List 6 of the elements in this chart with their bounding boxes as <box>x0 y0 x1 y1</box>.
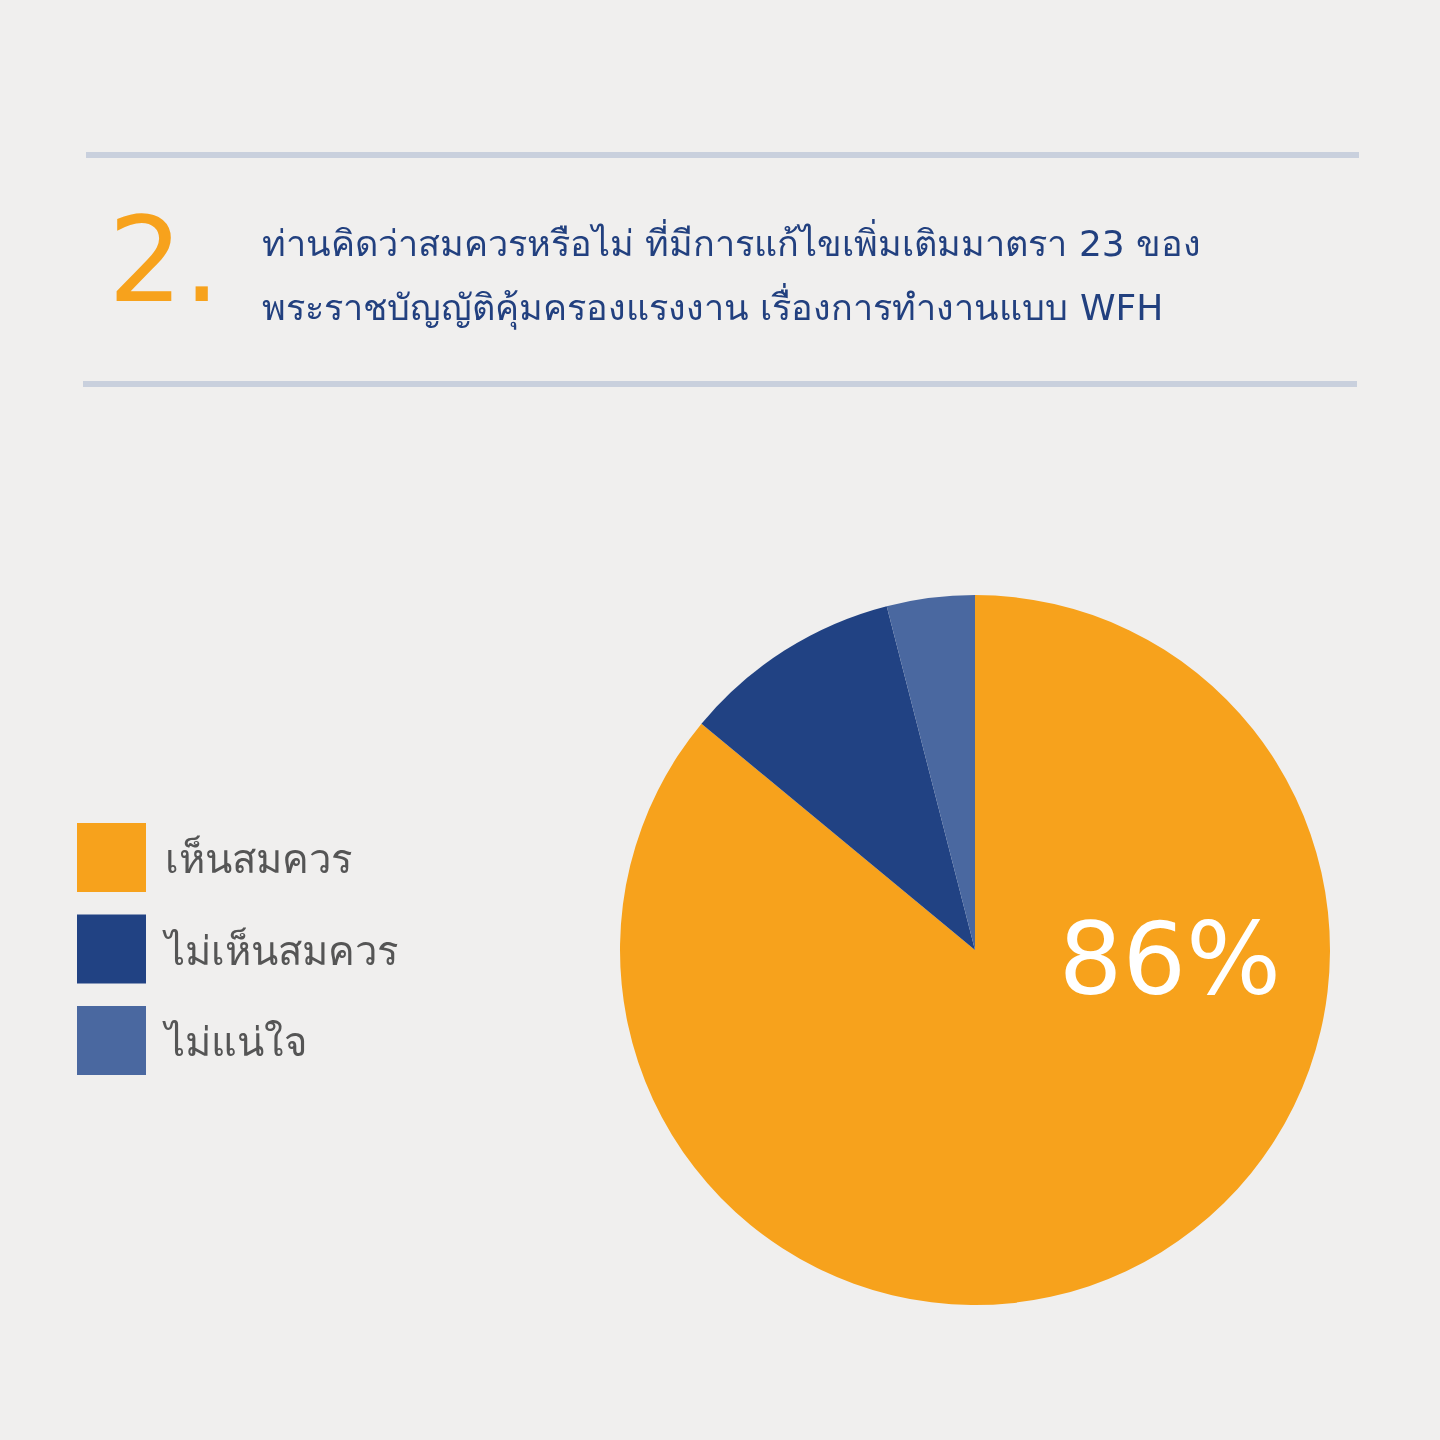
legend-label: ไม่เห็นสมควร <box>162 926 398 974</box>
legend-label: เห็นสมควร <box>165 835 352 882</box>
legend-label: ไม่แน่ใจ <box>162 1019 307 1065</box>
chart-title: ท่านคิดว่าสมควรหรือไม่ ที่มีการแก้ไขเพิ่มเติมมาตรา 23 ของ พระราชบัญญัติคุ้มครองแรงงาน เรื่องการทำงานแบบ WFH <box>262 218 1203 332</box>
data-label: 86% <box>1058 901 1282 1019</box>
text: 2. <box>108 190 221 330</box>
